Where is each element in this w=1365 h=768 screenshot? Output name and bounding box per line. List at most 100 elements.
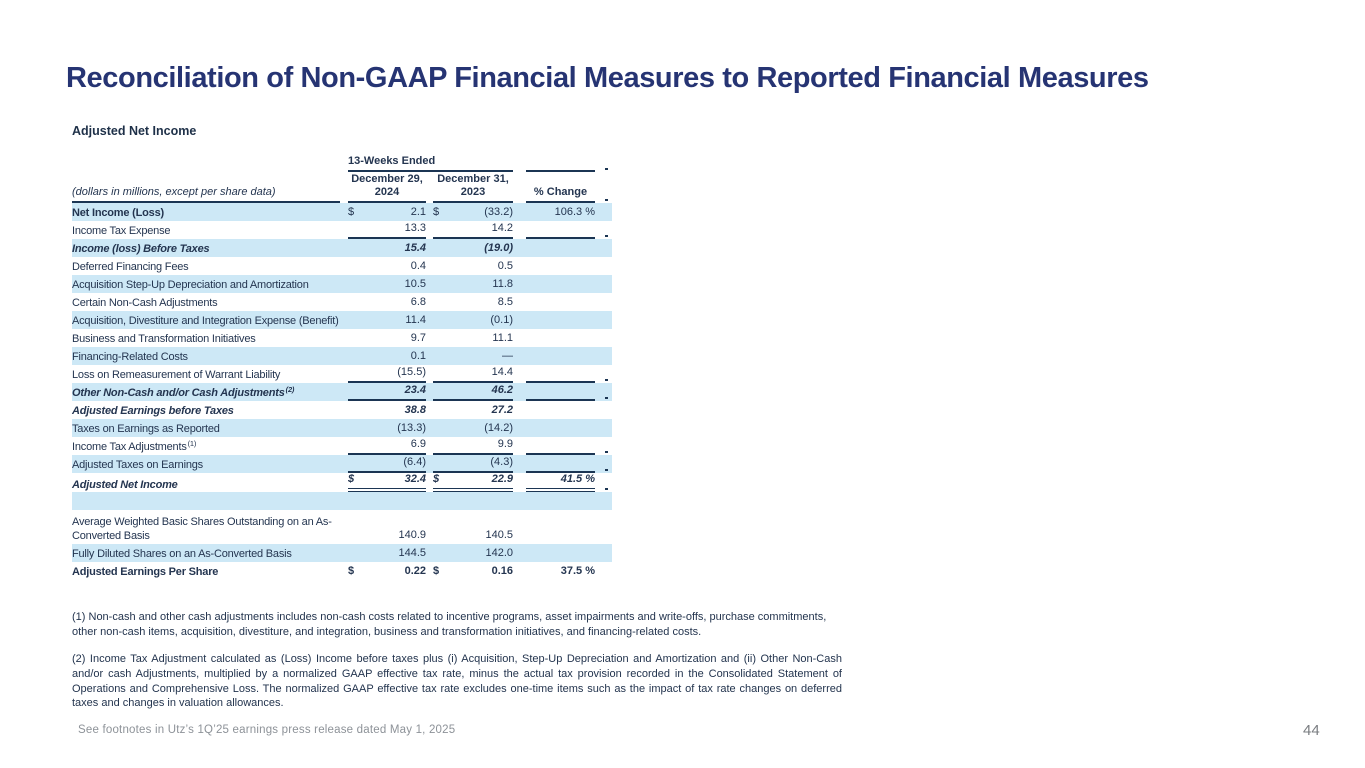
table-group-header-row: 13-Weeks Ended <box>72 155 612 173</box>
table-row: Certain Non-Cash Adjustments 6.8 8.5 <box>72 293 612 311</box>
col-group-header-cell: 13-Weeks Ended <box>346 155 518 173</box>
table-row: Average Weighted Basic Shares Outstandin… <box>72 516 612 544</box>
row-label: Other Non-Cash and/or Cash Adjustments(2… <box>72 384 295 400</box>
cell-value: 9.9 <box>497 438 514 450</box>
table-edge <box>598 437 612 455</box>
value-cell: 0.5 <box>431 257 518 275</box>
pct-cell: 37.5 % <box>518 562 598 580</box>
value-cell: 0.4 <box>346 257 431 275</box>
cell-value: 46.2 <box>491 384 514 396</box>
table-edge <box>598 544 612 562</box>
value-cell: 11.4 <box>346 311 431 329</box>
dollar-sign: $ <box>348 206 355 218</box>
value-cell: — <box>431 347 518 365</box>
pct-cell <box>518 329 598 347</box>
row-label: Business and Transformation Initiatives <box>72 333 256 346</box>
cell-value: 11.1 <box>492 332 514 344</box>
value-cell: $0.22 <box>346 562 431 580</box>
table-row: Income (loss) Before Taxes 15.4 (19.0) <box>72 239 613 258</box>
row-label: Financing-Related Costs <box>72 351 188 364</box>
table-row: Fully Diluted Shares on an As-Converted … <box>72 543 613 562</box>
cell-value: — <box>502 350 514 362</box>
row-label: Adjusted Earnings before Taxes <box>72 405 234 418</box>
row-label-header-cell: (dollars in millions, except per share d… <box>72 172 346 204</box>
table-edge <box>598 257 612 275</box>
cell-value: 13.3 <box>404 222 426 234</box>
value-cell: 46.2 <box>431 383 518 402</box>
value-cell: (15.5) <box>346 365 431 384</box>
table-edge <box>598 455 612 473</box>
table-row: Adjusted Net Income $32.4 $22.9 41.5 % <box>72 473 612 493</box>
col-header-2023-cell: December 31, 2023 <box>431 172 518 204</box>
cell-value: (15.5) <box>397 366 426 378</box>
cell-value: 8.5 <box>497 296 514 308</box>
cell-value: 14.4 <box>491 366 514 378</box>
table-row: Adjusted Earnings before Taxes 38.8 27.2 <box>72 401 612 419</box>
table-row: Taxes on Earnings as Reported (13.3) (14.2… <box>72 419 613 438</box>
value-cell: 6.9 <box>346 437 431 456</box>
value-cell: 38.8 <box>346 401 431 419</box>
table-edge <box>598 221 612 239</box>
value-cell: (19.0) <box>431 239 518 257</box>
dollar-sign: $ <box>348 473 355 486</box>
row-label: Income (loss) Before Taxes <box>72 243 210 256</box>
table-edge <box>598 383 612 401</box>
cell-value: 0.16 <box>491 564 514 577</box>
value-cell: (13.3) <box>346 419 431 437</box>
pct-cell: 106.3 % <box>518 203 598 221</box>
dollar-sign: $ <box>433 206 440 218</box>
row-label: Adjusted Net Income <box>72 478 178 491</box>
edge-dot <box>605 397 609 400</box>
value-cell: 11.8 <box>431 275 518 293</box>
value-cell: 10.5 <box>346 275 431 293</box>
value-cell: 144.5 <box>346 544 431 562</box>
cell-value: 10.5 <box>404 278 426 290</box>
table-edge <box>598 311 612 329</box>
cell-value: 9.7 <box>410 332 426 344</box>
dollar-sign: $ <box>433 564 440 577</box>
edge-dot <box>605 168 609 171</box>
value-cell: 13.3 <box>346 221 431 240</box>
table-edge <box>598 293 612 311</box>
row-label: Income Tax Expense <box>72 225 171 238</box>
table-row: Acquisition Step-Up Depreciation and Amo… <box>72 275 613 294</box>
footer-note: See footnotes in Utz’s 1Q’25 earnings pr… <box>78 724 456 736</box>
value-cell: 14.2 <box>431 221 518 240</box>
table-row: Loss on Remeasurement of Warrant Liabili… <box>72 365 612 384</box>
pct-cell <box>518 419 598 437</box>
pct-cell <box>518 347 598 365</box>
value-cell: 23.4 <box>346 383 431 402</box>
value-cell: 140.9 <box>346 516 431 544</box>
pct-cell <box>518 401 598 419</box>
table-edge <box>598 401 612 419</box>
pct-header-rule-cell <box>518 155 598 173</box>
cell-value: 0.4 <box>410 260 426 272</box>
cell-value: 6.9 <box>410 438 426 450</box>
table-row: Adjusted Earnings Per Share $0.22 $0.16 37.… <box>72 562 612 580</box>
row-label-header: (dollars in millions, except per share d… <box>72 186 340 204</box>
table-title: Adjusted Net Income <box>72 124 197 138</box>
value-cell: 0.1 <box>346 347 431 365</box>
value-cell: 15.4 <box>346 239 431 257</box>
row-label: Income Tax Adjustments(1) <box>72 438 197 454</box>
cell-value: 27.2 <box>491 404 514 416</box>
footnote-2: (2) Income Tax Adjustment calculated as … <box>72 653 842 710</box>
table-row: Income Tax Expense 13.3 14.2 <box>72 221 612 240</box>
value-cell: 27.2 <box>431 401 518 419</box>
table-edge <box>598 419 612 437</box>
cell-value: (14.2) <box>484 422 514 434</box>
value-cell: (6.4) <box>346 455 431 474</box>
col-header-pct-cell: % Change <box>518 172 598 204</box>
table-edge <box>598 516 612 544</box>
table-spacer-row <box>72 492 613 511</box>
table-edge <box>598 203 612 221</box>
table-header-row: (dollars in millions, except per share d… <box>72 172 612 204</box>
value-cell: (0.1) <box>431 311 518 329</box>
edge-dot <box>605 235 609 238</box>
pct-cell <box>518 311 598 329</box>
reconciliation-table: 13-Weeks Ended (dollars in millions, exc… <box>72 155 613 580</box>
value-cell: $32.4 <box>346 473 431 493</box>
pct-cell <box>518 221 598 240</box>
table-row: Net Income (Loss) $2.1 $ (33.2) 106.3 % <box>72 203 613 222</box>
table-edge <box>598 172 612 203</box>
